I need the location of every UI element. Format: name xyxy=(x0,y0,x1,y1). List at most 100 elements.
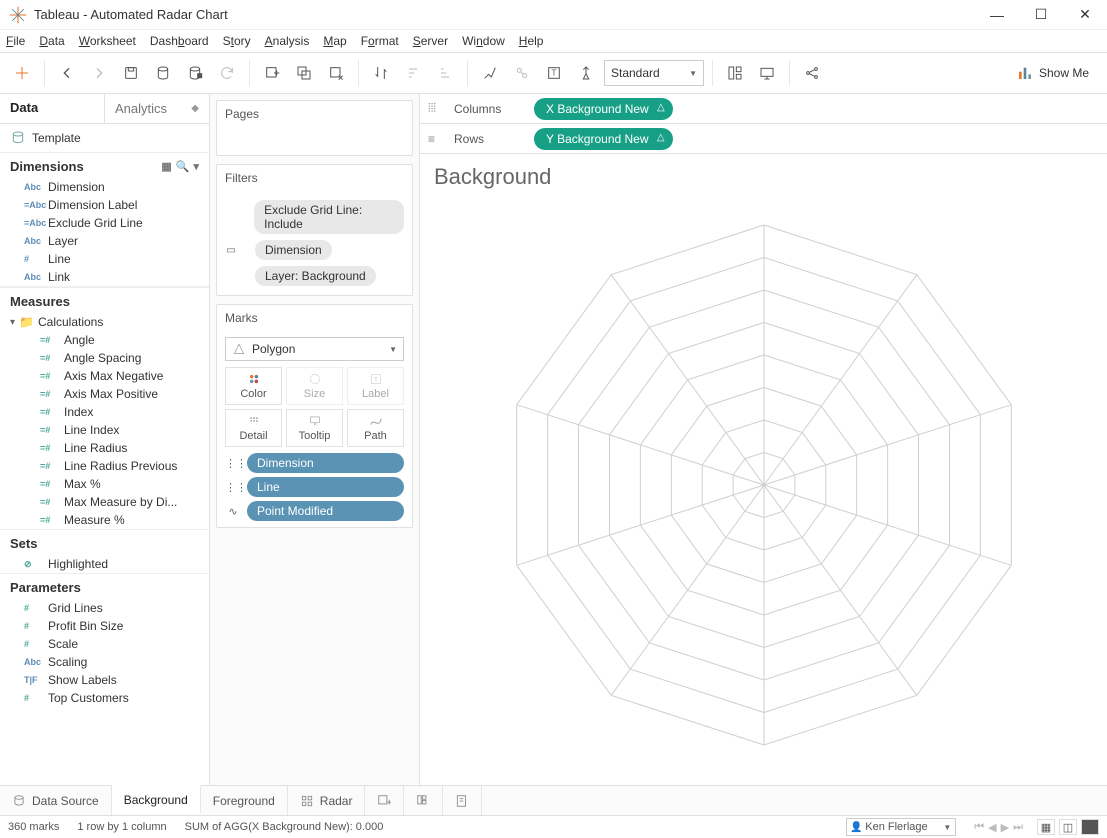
dimension-field[interactable]: =AbcExclude Grid Line xyxy=(0,214,209,232)
menu-format[interactable]: Format xyxy=(361,34,399,48)
filter-pill[interactable]: ▭Dimension xyxy=(225,237,404,263)
measure-field[interactable]: =#Angle xyxy=(0,331,209,349)
new-story-tab[interactable] xyxy=(443,786,482,815)
mark-detail-button[interactable]: Detail xyxy=(225,409,282,447)
text-button[interactable]: T xyxy=(540,59,568,87)
share-button[interactable] xyxy=(798,59,826,87)
datasource-row[interactable]: Template xyxy=(0,124,209,152)
duplicate-button[interactable] xyxy=(290,59,318,87)
sort-asc-button[interactable] xyxy=(399,59,427,87)
sheet-tab-foreground[interactable]: Foreground xyxy=(201,786,288,815)
search-icon[interactable]: 🔍 xyxy=(176,160,190,173)
menu-icon[interactable]: ▾ xyxy=(193,160,199,173)
datasource-tab[interactable]: Data Source xyxy=(0,786,112,815)
menu-story[interactable]: Story xyxy=(223,34,251,48)
analytics-tab[interactable]: Analytics◆ xyxy=(104,94,209,123)
parameter-field[interactable]: #Top Customers xyxy=(0,689,209,707)
dimension-field[interactable]: AbcDimension xyxy=(0,178,209,196)
chart-canvas[interactable] xyxy=(434,194,1093,775)
parameter-field[interactable]: AbcScaling xyxy=(0,653,209,671)
show-me-button[interactable]: Show Me xyxy=(1007,59,1099,87)
view-icon[interactable]: ▦ xyxy=(161,160,171,173)
presentation-button[interactable] xyxy=(753,59,781,87)
new-worksheet-button[interactable] xyxy=(258,59,286,87)
measure-field[interactable]: =#Max % xyxy=(0,475,209,493)
dimension-field[interactable]: =AbcDimension Label xyxy=(0,196,209,214)
mark-pill[interactable]: ⋮⋮Dimension xyxy=(225,453,404,473)
nav-first-icon[interactable]: ⏮ xyxy=(974,821,984,834)
sheet-tab-active[interactable]: Background xyxy=(112,785,201,814)
parameter-field[interactable]: #Profit Bin Size xyxy=(0,617,209,635)
pin-button[interactable] xyxy=(572,59,600,87)
menu-map[interactable]: Map xyxy=(323,34,346,48)
parameter-field[interactable]: #Grid Lines xyxy=(0,599,209,617)
maximize-button[interactable]: ☐ xyxy=(1019,0,1063,30)
mark-tooltip-button[interactable]: Tooltip xyxy=(286,409,343,447)
view-grid-icon[interactable]: ▦ xyxy=(1037,819,1055,835)
columns-pill[interactable]: X Background New xyxy=(534,98,673,120)
new-dashboard-tab[interactable] xyxy=(404,786,443,815)
mark-size-button[interactable]: Size xyxy=(286,367,343,405)
measure-field[interactable]: =#Line Radius xyxy=(0,439,209,457)
filter-pill[interactable]: Layer: Background xyxy=(225,263,404,289)
measure-field[interactable]: =#Angle Spacing xyxy=(0,349,209,367)
measure-field[interactable]: =#Axis Max Negative xyxy=(0,367,209,385)
show-cards-button[interactable] xyxy=(721,59,749,87)
menu-window[interactable]: Window xyxy=(462,34,505,48)
dimension-field[interactable]: #Line xyxy=(0,250,209,268)
new-worksheet-tab[interactable] xyxy=(365,786,404,815)
save-button[interactable] xyxy=(117,59,145,87)
fit-mode-select[interactable]: Standard xyxy=(604,60,704,86)
measure-field[interactable]: =#Max Measure by Di... xyxy=(0,493,209,511)
dimension-field[interactable]: AbcLink xyxy=(0,268,209,286)
measure-field[interactable]: =#Line Index xyxy=(0,421,209,439)
filter-pill[interactable]: Exclude Grid Line: Include xyxy=(225,197,404,237)
measure-field[interactable]: =#Axis Max Positive xyxy=(0,385,209,403)
sheet-tab-radar[interactable]: Radar xyxy=(288,786,366,815)
nav-last-icon[interactable]: ⏭ xyxy=(1013,821,1023,834)
highlight-button[interactable] xyxy=(476,59,504,87)
forward-button[interactable] xyxy=(85,59,113,87)
view-split-icon[interactable]: ◫ xyxy=(1059,819,1077,835)
parameter-field[interactable]: #Scale xyxy=(0,635,209,653)
back-button[interactable] xyxy=(53,59,81,87)
refresh-button[interactable] xyxy=(213,59,241,87)
data-tab[interactable]: Data xyxy=(0,94,104,123)
marks-type-select[interactable]: Polygon xyxy=(225,337,404,361)
menu-file[interactable]: File xyxy=(6,34,25,48)
chart-title[interactable]: Background xyxy=(434,164,1093,190)
tableau-icon[interactable] xyxy=(8,59,36,87)
user-select[interactable]: Ken Flerlage xyxy=(846,818,956,836)
group-button[interactable] xyxy=(508,59,536,87)
sort-desc-button[interactable] xyxy=(431,59,459,87)
mark-pill[interactable]: ∿Point Modified xyxy=(225,501,404,521)
new-datasource-button[interactable] xyxy=(149,59,177,87)
mark-label-button[interactable]: TLabel xyxy=(347,367,404,405)
mark-path-button[interactable]: Path xyxy=(347,409,404,447)
measure-field[interactable]: =#Line Radius Previous xyxy=(0,457,209,475)
mark-color-button[interactable]: Color xyxy=(225,367,282,405)
mark-pill[interactable]: ⋮⋮Line xyxy=(225,477,404,497)
nav-prev-icon[interactable]: ◀ xyxy=(988,821,996,834)
clear-button[interactable] xyxy=(322,59,350,87)
menu-server[interactable]: Server xyxy=(413,34,448,48)
nav-next-icon[interactable]: ▶ xyxy=(1001,821,1009,834)
measures-folder[interactable]: ▾ 📁 Calculations xyxy=(0,313,209,331)
measure-field[interactable]: =#Index xyxy=(0,403,209,421)
columns-shelf[interactable]: ⦙⦙⦙ Columns X Background New xyxy=(420,94,1107,124)
parameter-field[interactable]: T|FShow Labels xyxy=(0,671,209,689)
rows-shelf[interactable]: ≡ Rows Y Background New xyxy=(420,124,1107,154)
view-full-icon[interactable] xyxy=(1081,819,1099,835)
minimize-button[interactable]: — xyxy=(975,0,1019,30)
measure-field[interactable]: =#Measure % xyxy=(0,511,209,529)
rows-pill[interactable]: Y Background New xyxy=(534,128,673,150)
menu-dashboard[interactable]: Dashboard xyxy=(150,34,209,48)
pause-button[interactable] xyxy=(181,59,209,87)
menu-help[interactable]: Help xyxy=(519,34,544,48)
close-button[interactable]: ✕ xyxy=(1063,0,1107,30)
dimension-field[interactable]: AbcLayer xyxy=(0,232,209,250)
menu-worksheet[interactable]: Worksheet xyxy=(79,34,136,48)
set-field[interactable]: ⊘Highlighted xyxy=(0,555,209,573)
swap-button[interactable] xyxy=(367,59,395,87)
menu-data[interactable]: Data xyxy=(39,34,64,48)
